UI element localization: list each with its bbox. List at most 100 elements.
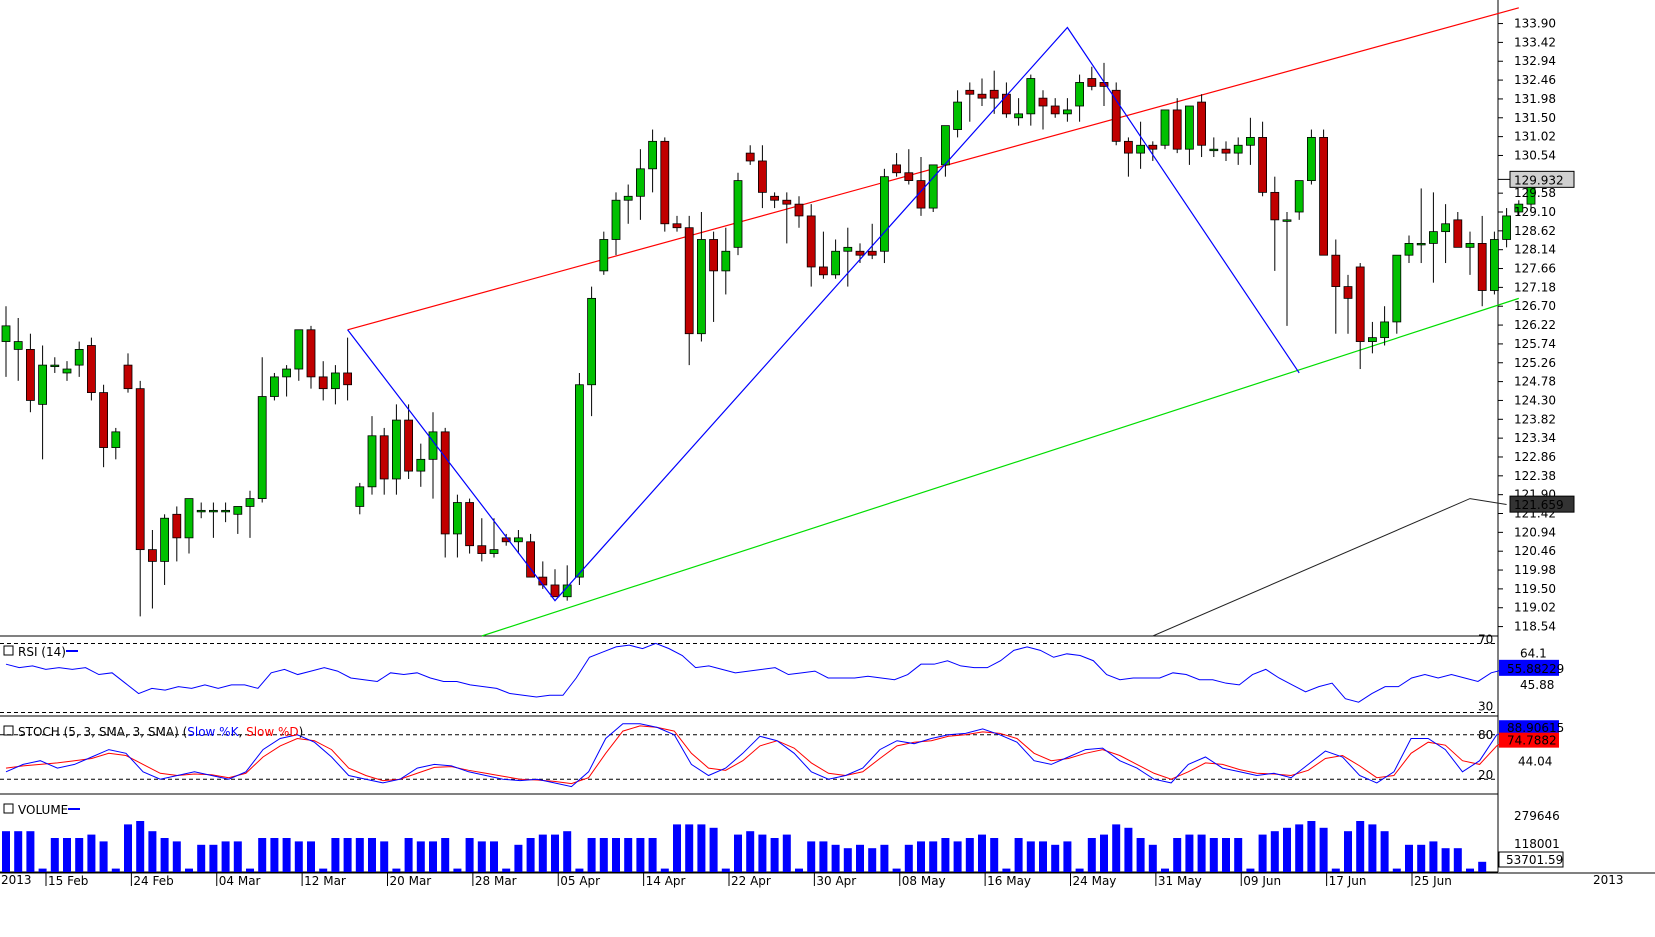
candle-body (465, 502, 475, 547)
volume-bar (87, 834, 96, 872)
rsi-level-label: 70 (1478, 632, 1493, 646)
volume-bar (624, 838, 633, 872)
candle-body (1514, 203, 1524, 213)
volume-value-label: 53701.59 (1506, 853, 1563, 867)
candle-body (660, 140, 670, 225)
volume-bar (1100, 834, 1108, 872)
volume-bar (697, 824, 706, 872)
volume-bar (1270, 831, 1279, 872)
volume-bar (758, 834, 767, 872)
candle-body (1026, 78, 1036, 115)
volume-bar (246, 868, 254, 872)
price-tick-label: 125.74 (1514, 337, 1556, 351)
volume-bar (294, 841, 303, 872)
stoch-k-line (5, 723, 1532, 788)
price-tick-label: 126.22 (1514, 318, 1556, 332)
volume-bar (99, 841, 108, 872)
volume-bar (1417, 844, 1426, 872)
candle-body (1197, 101, 1206, 146)
x-tick-label: 14 Apr (646, 874, 686, 888)
x-tick-label: 04 Mar (219, 874, 261, 888)
stoch-d-legend: Slow %D (246, 725, 299, 739)
candle-body (1111, 89, 1121, 142)
volume-panel: 279646 118001 VOLUME 53701.59 (2, 803, 1564, 872)
volume-bar (1075, 868, 1084, 872)
candle-body (404, 419, 414, 472)
volume-bar (1246, 868, 1255, 872)
volume-bar (343, 838, 352, 872)
rsi-value-label: 55.88229 (1507, 662, 1564, 676)
volume-bar (1087, 838, 1096, 872)
candle-body (782, 199, 792, 205)
volume-bar (1124, 827, 1133, 872)
candle-body (318, 376, 328, 390)
volume-bar (453, 868, 462, 872)
candle-body (391, 419, 401, 480)
candle-body (62, 368, 72, 374)
volume-bar (819, 841, 828, 872)
volume-bar (136, 821, 145, 872)
volume-bar (2, 831, 10, 872)
rsi-level-label: 30 (1478, 700, 1493, 714)
price-tick-label: 119.98 (1514, 563, 1556, 577)
candle-body (1050, 105, 1060, 115)
volume-bar (1002, 868, 1011, 872)
candle-body (1380, 321, 1389, 339)
volume-bar (831, 844, 840, 872)
candle-body (1270, 191, 1280, 221)
candle-body (1294, 180, 1304, 213)
volume-bar (233, 841, 242, 872)
volume-bar (929, 841, 938, 872)
candle-body (892, 164, 901, 174)
ma-price-box (1509, 495, 1575, 513)
volume-bar (1063, 841, 1072, 872)
x-tick-label: 05 Apr (560, 874, 600, 888)
candle-body (867, 250, 877, 256)
candle-body (1465, 243, 1475, 248)
volume-bar (856, 844, 864, 872)
volume-bar (917, 841, 925, 872)
volume-value-box (1498, 851, 1564, 868)
volume-bar (172, 841, 181, 872)
volume-bar (978, 834, 986, 872)
candle-body (1148, 144, 1158, 150)
volume-bar (563, 831, 572, 872)
price-tick-label: 124.30 (1514, 393, 1556, 407)
candle-body (1209, 148, 1219, 152)
volume-bar (782, 834, 791, 872)
candle-body (758, 160, 767, 193)
volume-bar (1039, 841, 1047, 872)
volume-bar (575, 868, 584, 872)
candle-body (1233, 144, 1243, 154)
channel-lower-line (481, 297, 1519, 637)
candle-body (1124, 140, 1133, 154)
candle-body (1477, 243, 1487, 291)
candle-body (25, 349, 35, 401)
candle-body (953, 101, 962, 130)
ma-price-label: 121.659 (1514, 498, 1564, 512)
candle-body (977, 93, 987, 99)
volume-bar (1234, 838, 1243, 872)
candle-body (1160, 109, 1170, 146)
candle-body (587, 297, 596, 386)
candle-body (1416, 243, 1426, 246)
volume-bar (843, 848, 852, 872)
volume-bar (1222, 838, 1230, 872)
volume-bar (1429, 841, 1438, 872)
stoch-level-label: 20 (1478, 768, 1493, 782)
volume-bar (477, 841, 486, 872)
candle-body (672, 223, 682, 229)
candle-body (477, 545, 487, 554)
volume-bar (209, 844, 218, 872)
candle-body (941, 125, 950, 166)
stoch-d-box (1499, 732, 1559, 748)
candle-body (831, 250, 840, 276)
volume-bar (1331, 868, 1340, 872)
volume-bar (1185, 834, 1194, 872)
price-tick-label: 129.58 (1514, 186, 1556, 200)
volume-bar (673, 824, 681, 872)
volume-bar (1453, 848, 1462, 872)
volume-bar (612, 838, 620, 872)
candle-body (184, 498, 194, 539)
volume-bar (319, 868, 328, 872)
